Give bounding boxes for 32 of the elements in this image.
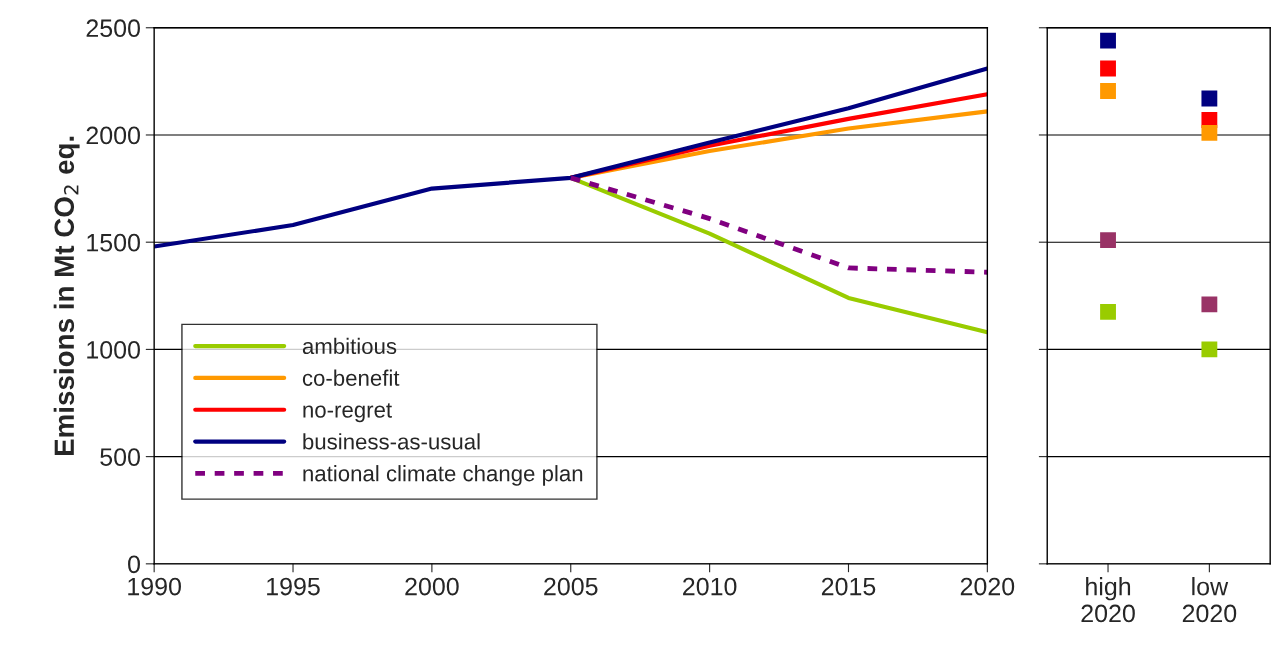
x-tick-label: high 2020 — [1081, 577, 1135, 623]
x-tick-label: 1995 — [267, 577, 320, 596]
x-tick-label: 1990 — [128, 577, 181, 596]
y-tick-label: 1000 — [87, 341, 140, 359]
x-tick-label: 2020 — [960, 577, 1015, 596]
point — [1100, 232, 1116, 248]
point — [1100, 60, 1116, 77]
point — [1201, 296, 1218, 313]
point — [1100, 303, 1116, 320]
legend-label: national climate change plan — [303, 465, 583, 486]
legend-label: no-regret — [303, 403, 392, 423]
legend-label: co-benefit — [302, 369, 400, 386]
y-tick-label: 1500 — [87, 233, 140, 252]
y-axis-title: Emissions in Mt CO$_{2}$ eq. — [53, 136, 80, 456]
point — [1100, 32, 1116, 49]
y-tick-label: 2500 — [86, 19, 140, 38]
point — [1201, 341, 1218, 358]
x-tick-label: 2005 — [544, 577, 598, 596]
y-tick-label: 500 — [100, 448, 140, 466]
point — [1201, 90, 1218, 107]
line-series — [154, 66, 988, 249]
x-tick-label: 2010 — [683, 577, 737, 596]
line-series — [568, 175, 988, 275]
point — [1201, 124, 1218, 141]
y-tick-label: 0 — [128, 555, 140, 574]
legend-label: business-as-usual — [303, 433, 480, 450]
x-tick-label: 2015 — [821, 577, 876, 596]
x-tick-label: low 2020 — [1182, 577, 1237, 623]
legend-label: ambitious — [302, 337, 397, 355]
y-tick-label: 2000 — [86, 126, 140, 145]
x-tick-label: 2000 — [405, 577, 459, 596]
point — [1100, 83, 1116, 99]
